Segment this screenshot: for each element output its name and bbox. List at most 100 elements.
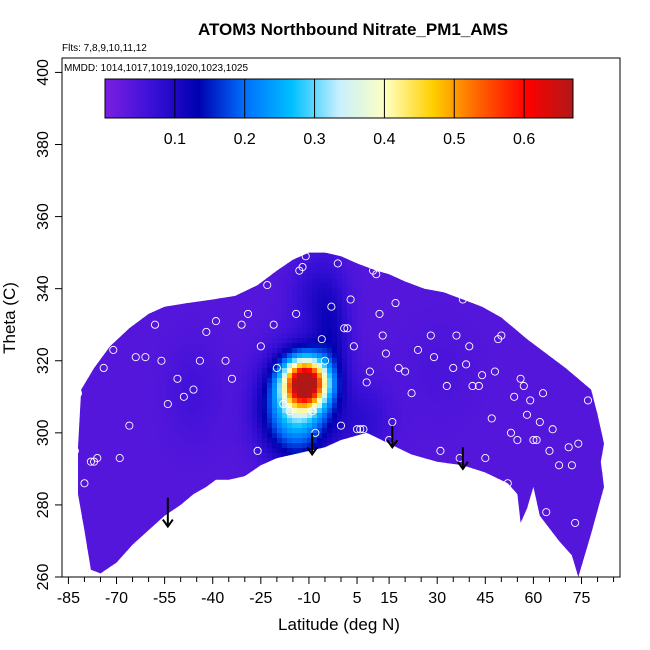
heatmap-cell — [142, 468, 148, 474]
heatmap-cell — [112, 163, 118, 169]
heatmap-cell — [227, 403, 233, 409]
heatmap-cell — [122, 383, 128, 389]
heatmap-cell — [227, 218, 233, 224]
heatmap-cell — [182, 423, 188, 429]
heatmap-cell — [92, 258, 98, 264]
heatmap-cell — [162, 398, 168, 404]
heatmap-cell — [287, 183, 293, 189]
heatmap-cell — [102, 283, 108, 289]
heatmap-cell — [287, 413, 293, 419]
heatmap-cell — [167, 218, 173, 224]
heatmap-cell — [78, 503, 83, 509]
heatmap-cell — [92, 103, 98, 109]
heatmap-cell — [122, 368, 128, 374]
heatmap-cell — [62, 423, 68, 429]
heatmap-cell — [232, 498, 238, 504]
heatmap-cell — [132, 143, 138, 149]
heatmap-cell — [292, 278, 298, 284]
heatmap-cell — [137, 338, 143, 344]
heatmap-cell — [252, 433, 258, 439]
heatmap-cell — [217, 483, 223, 489]
heatmap-cell — [187, 252, 193, 254]
heatmap-cell — [192, 223, 198, 229]
heatmap-cell — [217, 268, 223, 274]
heatmap-cell — [277, 233, 283, 239]
heatmap-cell — [277, 283, 283, 289]
heatmap-cell — [192, 323, 198, 329]
heatmap-cell — [292, 123, 298, 129]
heatmap-cell — [252, 388, 258, 394]
heatmap-cell — [217, 573, 223, 577]
heatmap-cell — [182, 488, 188, 494]
heatmap-cell — [162, 263, 168, 269]
heatmap-cell — [212, 193, 218, 199]
heatmap-cell — [67, 293, 73, 299]
heatmap-cell — [197, 128, 203, 134]
heatmap-cell — [292, 68, 298, 74]
heatmap-cell — [282, 198, 288, 204]
heatmap-cell — [227, 213, 233, 219]
heatmap-cell — [147, 493, 153, 499]
heatmap-cell — [152, 433, 158, 439]
heatmap-cell — [277, 343, 283, 349]
heatmap-cell — [82, 93, 88, 99]
heatmap-cell — [292, 548, 298, 554]
heatmap-cell — [82, 528, 88, 534]
heatmap-cell — [187, 368, 193, 374]
heatmap-cell — [87, 88, 93, 94]
heatmap-cell — [182, 258, 188, 264]
heatmap-cell — [272, 413, 278, 419]
heatmap-cell — [197, 358, 203, 364]
heatmap-cell — [117, 363, 123, 369]
heatmap-cell — [202, 453, 208, 459]
heatmap-cell — [277, 198, 283, 204]
heatmap-cell — [152, 198, 158, 204]
heatmap-cell — [187, 418, 193, 424]
heatmap-cell — [177, 183, 183, 189]
heatmap-cell — [237, 183, 243, 189]
heatmap-cell — [177, 508, 183, 514]
heatmap-cell — [252, 478, 258, 484]
heatmap-cell — [207, 433, 213, 439]
heatmap-cell — [207, 488, 213, 494]
heatmap-cell — [232, 573, 238, 577]
heatmap-cell — [77, 88, 83, 94]
heatmap-cell — [117, 293, 123, 299]
heatmap-cell — [267, 528, 273, 534]
heatmap-cell — [182, 308, 188, 314]
heatmap-cell — [252, 273, 258, 279]
heatmap-cell — [227, 178, 233, 184]
heatmap-cell — [287, 198, 293, 204]
heatmap-cell — [272, 288, 278, 294]
heatmap-cell — [237, 348, 243, 354]
heatmap-cell — [247, 118, 253, 124]
heatmap-cell — [142, 428, 148, 434]
heatmap-cell — [177, 238, 183, 244]
heatmap-cell — [172, 468, 178, 474]
heatmap-cell — [132, 278, 138, 284]
heatmap-cell — [172, 238, 178, 244]
heatmap-cell — [217, 263, 223, 269]
heatmap-cell — [137, 303, 143, 309]
heatmap-cell — [87, 533, 93, 539]
heatmap-cell — [202, 273, 208, 279]
heatmap-cell — [192, 483, 198, 489]
heatmap-cell — [187, 183, 193, 189]
heatmap-cell — [277, 318, 283, 324]
heatmap-cell — [142, 543, 148, 549]
heatmap-cell — [67, 478, 73, 484]
heatmap-cell — [297, 288, 303, 294]
heatmap-cell — [227, 278, 233, 284]
heatmap-cell — [182, 553, 188, 559]
heatmap-cell — [202, 418, 208, 424]
heatmap-cell — [222, 358, 228, 364]
heatmap-cell — [187, 528, 193, 534]
heatmap-cell — [147, 283, 153, 289]
heatmap-cell — [222, 398, 228, 404]
heatmap-cell — [282, 118, 288, 124]
heatmap-cell — [297, 188, 303, 194]
heatmap-cell — [222, 363, 228, 369]
heatmap-cell — [122, 503, 128, 509]
heatmap-cell — [142, 458, 148, 464]
heatmap-cell — [192, 178, 198, 184]
